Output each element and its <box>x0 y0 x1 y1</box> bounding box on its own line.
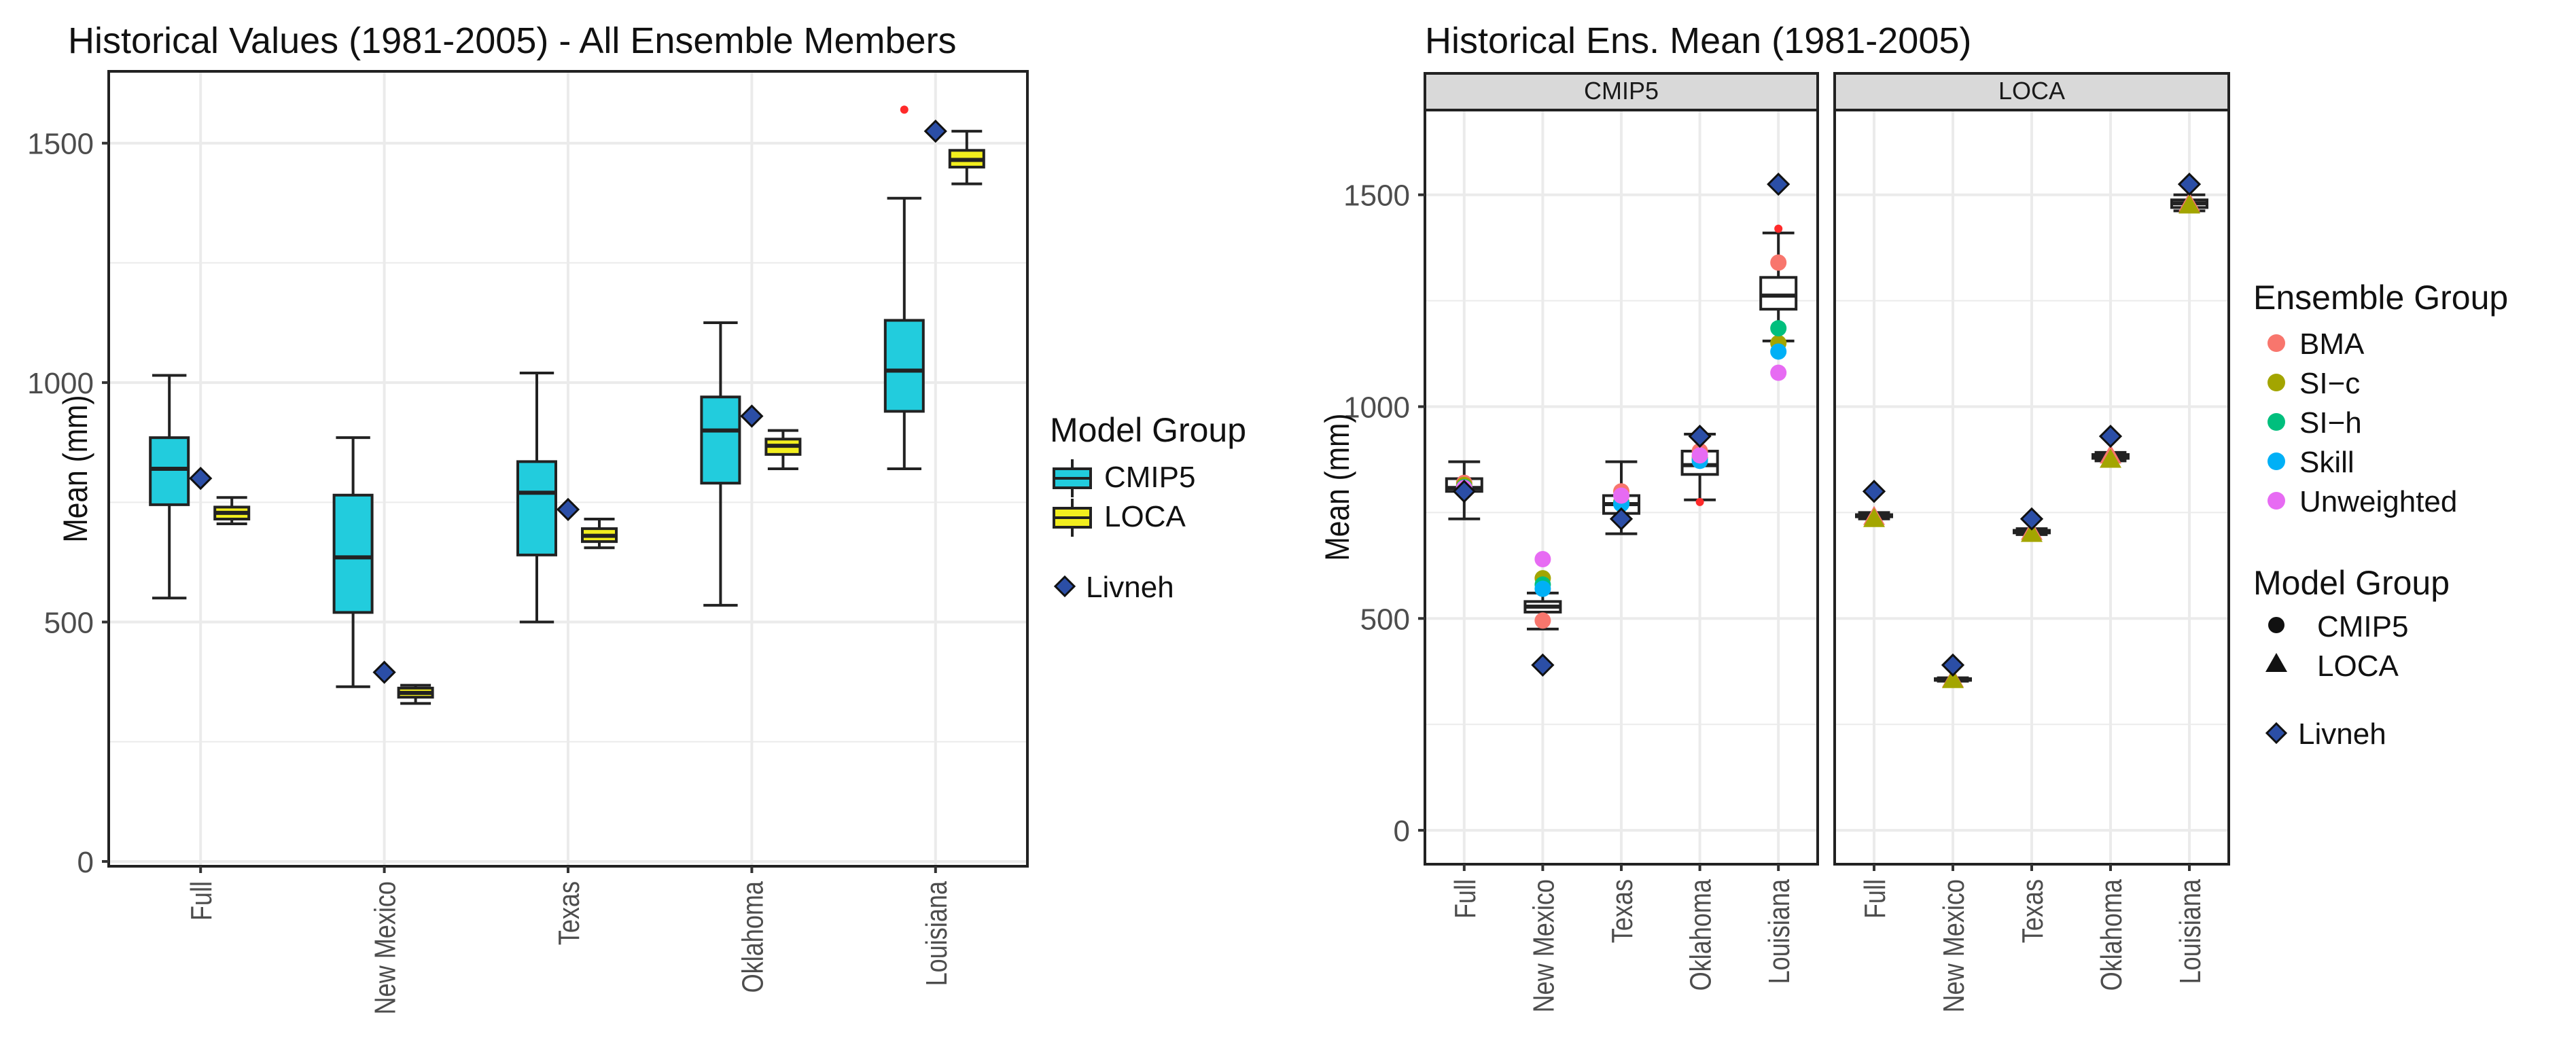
livneh-point-louisiana <box>2177 173 2202 196</box>
y-tick-label: 1000 <box>27 367 94 400</box>
legend-key-si-c <box>2268 374 2285 391</box>
chart-right-ylabel: Mean (mm) <box>1318 413 1356 561</box>
point-skill-louisiana <box>1770 343 1787 360</box>
point-unweighted-new-mexico <box>1534 551 1551 568</box>
facet-strip-label: LOCA <box>1998 77 2065 105</box>
legend-title: Model Group <box>1050 411 1246 449</box>
outlier-point <box>900 105 908 114</box>
point-si-c-texas <box>2021 522 2043 542</box>
legend-label-bma: BMA <box>2299 327 2365 361</box>
livneh-point-new-mexico <box>1941 653 1965 677</box>
x-tick-label: Full <box>185 881 218 921</box>
chart-left: Historical Values (1981-2005) - All Ense… <box>27 20 1246 1014</box>
facet-loca: LOCA Full New Mexico Texas Oklahoma Louisiana <box>1833 72 2230 1012</box>
x-tick-label: New Mexico <box>1527 879 1560 1012</box>
x-tick-label: Texas <box>552 881 586 945</box>
box-cmip5-new-mexico-box <box>332 493 374 614</box>
livneh-point-oklahoma <box>740 404 764 428</box>
facet-strip <box>1833 72 2230 111</box>
livneh-point-full <box>189 466 213 491</box>
box-cmip5-louisiana-box <box>1759 276 1798 311</box>
y-tick-label: 0 <box>77 846 94 879</box>
x-tick-label: Texas <box>2016 879 2049 943</box>
facet-cmip5: CMIP5 Full New Mexico Texas Oklahoma Louisian… <box>1424 72 1819 1012</box>
point-si-h-louisiana <box>1770 320 1787 337</box>
legend-key-si-h <box>2268 413 2285 431</box>
chart-left-title: Historical Values (1981-2005) - All Ense… <box>68 20 957 61</box>
legend-key-loca <box>2265 653 2287 672</box>
legend-label-skill: Skill <box>2299 446 2354 479</box>
legend-label-loca: LOCA <box>2317 650 2399 683</box>
y-tick-label: 1000 <box>1343 391 1410 425</box>
point-bma-new-mexico <box>1534 612 1551 629</box>
point-si-c-full <box>1863 508 1885 527</box>
y-tick-label: 1500 <box>1343 179 1410 213</box>
livneh-point-texas <box>556 497 580 522</box>
x-tick-label: Oklahoma <box>736 881 769 993</box>
x-tick-label: Full <box>1448 879 1481 919</box>
legend-model-title: Model Group <box>2253 564 2450 602</box>
x-tick-label: New Mexico <box>1937 879 1971 1012</box>
x-tick-label: Full <box>1858 879 1892 919</box>
x-tick-label: Louisiana <box>1763 878 1796 984</box>
point-si-c-new-mexico <box>1942 669 1964 688</box>
outlier-point <box>1774 224 1783 233</box>
livneh-point-texas <box>2019 507 2044 531</box>
facet-strip <box>1424 72 1819 111</box>
point-unweighted-oklahoma <box>1691 447 1708 464</box>
box-cmip5-full-box <box>149 436 190 506</box>
box-cmip5-oklahoma-box <box>700 395 741 485</box>
point-si-c-oklahoma <box>2100 448 2121 468</box>
y-tick-label: 0 <box>1394 815 1410 848</box>
box-cmip5-texas-box <box>516 460 557 556</box>
livneh-point-oklahoma <box>1688 425 1712 448</box>
y-tick-label: 500 <box>1360 603 1410 636</box>
point-si-c-louisiana <box>2178 194 2200 214</box>
chart-left-legend: Model Group CMIP5 LOCA Livneh <box>1050 411 1246 604</box>
x-tick-label: Oklahoma <box>1684 878 1717 991</box>
livneh-point-new-mexico <box>1531 653 1555 677</box>
point-bma-louisiana <box>1770 254 1787 271</box>
chart-right-legend: Ensemble Group BMA SI−c SI−h Skill Unweighted… <box>2253 279 2508 751</box>
legend-key-bma <box>2268 334 2285 352</box>
legend-label-livneh: Livneh <box>1086 571 1174 604</box>
legend-label-cmip5: CMIP5 <box>1104 461 1195 494</box>
facet-strip-label: CMIP5 <box>1584 77 1659 105</box>
legend-livneh-key <box>1053 575 1076 598</box>
livneh-point-oklahoma <box>2098 425 2123 448</box>
point-unweighted-louisiana <box>1770 364 1787 381</box>
livneh-point-full <box>1452 480 1476 503</box>
x-tick-label: Texas <box>1606 879 1639 943</box>
livneh-point-new-mexico <box>372 660 396 684</box>
chart-right: Historical Ens. Mean (1981-2005) CMIP5 Ful… <box>1318 20 2508 1012</box>
outlier-point <box>1695 497 1704 506</box>
y-tick-label: 1500 <box>27 128 94 161</box>
chart-right-title: Historical Ens. Mean (1981-2005) <box>1425 20 1971 61</box>
livneh-point-texas <box>1609 507 1634 531</box>
legend-label-cmip5: CMIP5 <box>2317 610 2408 643</box>
legend-label-si-c: SI−c <box>2299 367 2360 400</box>
legend-label-livneh: Livneh <box>2298 717 2386 751</box>
legend-label-loca: LOCA <box>1104 500 1186 533</box>
x-tick-label: Louisiana <box>919 881 953 986</box>
legend-ensemble-title: Ensemble Group <box>2253 279 2508 317</box>
point-skill-new-mexico <box>1534 580 1551 597</box>
x-tick-label: Oklahoma <box>2095 878 2128 991</box>
legend-key-cmip5 <box>2268 617 2284 633</box>
x-tick-label: New Mexico <box>368 881 402 1014</box>
legend-livneh-key <box>2265 722 2288 745</box>
box-cmip5-louisiana-box <box>883 319 925 413</box>
y-tick-label: 500 <box>44 607 94 640</box>
x-tick-label: Louisiana <box>2174 878 2207 984</box>
legend-label-si-h: SI−h <box>2299 406 2362 440</box>
legend-label-unweighted: Unweighted <box>2299 485 2457 518</box>
livneh-point-louisiana <box>1767 173 1790 196</box>
chart-left-ylabel: Mean (mm) <box>56 395 94 542</box>
legend-key-skill <box>2268 452 2285 470</box>
livneh-point-louisiana <box>923 119 947 143</box>
point-unweighted-texas <box>1613 487 1629 504</box>
legend-key-unweighted <box>2268 492 2285 510</box>
livneh-point-full <box>1862 480 1886 503</box>
